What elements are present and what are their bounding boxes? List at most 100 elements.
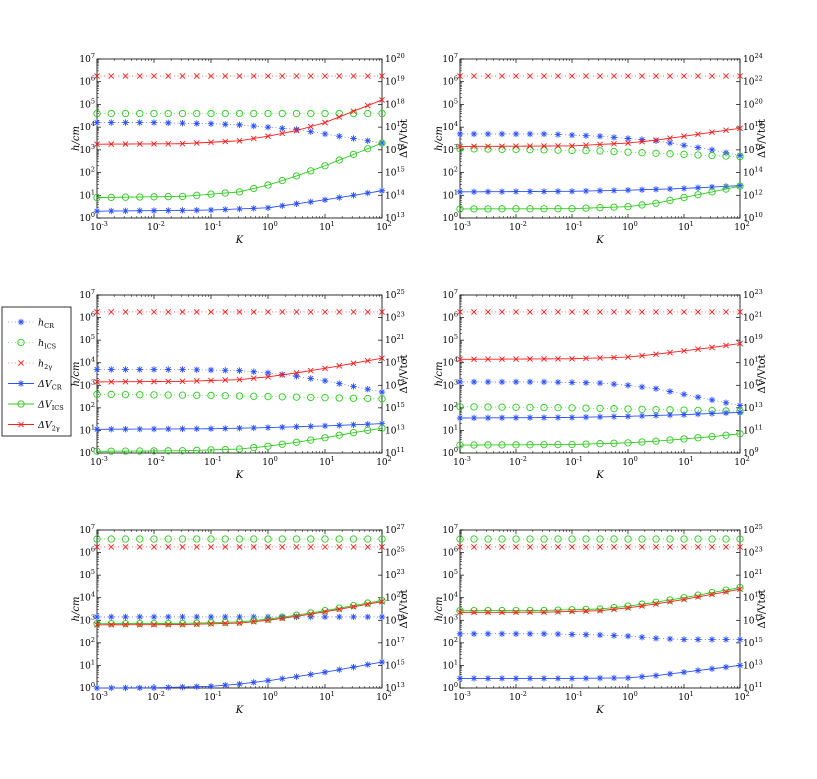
data-point <box>236 680 243 688</box>
data-point <box>470 441 478 449</box>
data-point <box>378 420 386 427</box>
data-point <box>653 351 659 358</box>
data-point <box>350 603 357 610</box>
data-point <box>722 185 730 193</box>
data-point <box>321 130 329 138</box>
data-point <box>722 409 730 417</box>
data-point <box>736 182 744 189</box>
data-point <box>456 130 464 138</box>
y-left-tick-label: 105 <box>79 568 95 581</box>
y-left-tick-label: 105 <box>79 333 95 346</box>
y-left-tick-label: 106 <box>79 546 95 559</box>
data-point <box>150 193 158 201</box>
data-point <box>681 596 687 603</box>
data-point <box>179 544 186 550</box>
data-point <box>625 140 631 146</box>
y-right-tick-label: 1015 <box>385 166 405 179</box>
y-right-axis-label: ΔV/Vtot <box>757 119 768 158</box>
x-tick-label: 10-2 <box>509 455 527 468</box>
series-dv-ics <box>93 596 386 628</box>
data-point <box>722 399 730 406</box>
data-point <box>122 544 129 550</box>
data-point <box>364 137 371 144</box>
data-point <box>498 188 506 195</box>
y-left-axis-label: h/cm <box>434 126 445 151</box>
data-point <box>541 609 547 616</box>
data-point <box>554 205 562 213</box>
data-point <box>221 535 229 543</box>
data-point <box>193 619 201 627</box>
data-point <box>568 146 576 155</box>
panel-5: 10-3 10-2 10-1 100 101 102 100 101 102 103 104 105 1… <box>71 523 410 716</box>
data-point <box>554 404 562 412</box>
data-point <box>513 143 519 150</box>
data-point <box>582 204 590 212</box>
data-point <box>121 193 130 201</box>
data-point <box>638 186 646 193</box>
data-point <box>652 199 660 207</box>
data-point <box>193 309 200 315</box>
panel-3: 10-3 10-2 10-1 100 101 102 100 101 102 103 104 105 1… <box>71 288 410 481</box>
data-point <box>136 207 143 214</box>
data-point <box>193 621 200 628</box>
y-left-tick-label: 102 <box>442 636 458 649</box>
data-point <box>596 187 604 194</box>
legend-entry: ΔV2γ <box>8 420 60 433</box>
y-right-tick-label: 1010 <box>743 211 763 224</box>
data-point <box>378 187 386 194</box>
data-point <box>736 583 744 592</box>
data-point <box>136 544 143 550</box>
data-point <box>236 367 243 374</box>
data-point <box>193 683 200 690</box>
data-point <box>555 143 561 149</box>
data-point <box>457 609 463 616</box>
y-left-tick-label: 105 <box>442 568 458 581</box>
x-tick-label: 10-2 <box>147 220 165 233</box>
data-point <box>93 613 101 621</box>
data-point <box>694 535 702 543</box>
x-tick-label: 102 <box>734 220 750 233</box>
data-point <box>582 379 590 386</box>
data-point <box>638 201 646 209</box>
data-point <box>278 440 286 448</box>
y-left-tick-label: 107 <box>79 523 95 536</box>
series-h-2g <box>94 73 385 79</box>
data-point <box>151 73 157 79</box>
data-point <box>610 134 618 141</box>
y-right-tick-label: 1023 <box>385 568 405 581</box>
data-point <box>307 198 314 206</box>
series-h-2g <box>457 309 743 315</box>
data-point <box>512 205 520 213</box>
data-point <box>250 122 257 130</box>
data-point <box>350 309 357 315</box>
data-point <box>582 147 590 155</box>
data-point <box>653 544 659 550</box>
data-point <box>540 675 548 682</box>
data-point <box>93 684 101 692</box>
y-right-tick-label: 1019 <box>743 591 763 604</box>
data-point <box>485 309 491 315</box>
series-dv-ics <box>456 182 744 213</box>
data-point <box>321 535 329 543</box>
data-point <box>639 544 645 550</box>
data-point <box>293 373 300 380</box>
data-point <box>708 665 716 673</box>
data-point <box>527 609 533 616</box>
data-point <box>221 445 229 454</box>
data-point <box>708 535 716 543</box>
data-point <box>165 613 172 621</box>
data-point <box>122 425 129 433</box>
data-point <box>457 309 463 315</box>
data-point <box>293 126 300 133</box>
y-right-tick-label: 1013 <box>385 423 405 436</box>
data-point <box>336 309 343 315</box>
data-point <box>93 426 101 433</box>
data-point <box>108 141 115 148</box>
data-point <box>624 186 632 194</box>
y-right-tick-label: 1025 <box>743 523 763 536</box>
x-tick-label: 102 <box>734 690 750 703</box>
data-point <box>512 130 520 138</box>
data-point <box>568 205 576 213</box>
data-point <box>279 125 286 132</box>
x-tick-label: 100 <box>262 690 278 703</box>
